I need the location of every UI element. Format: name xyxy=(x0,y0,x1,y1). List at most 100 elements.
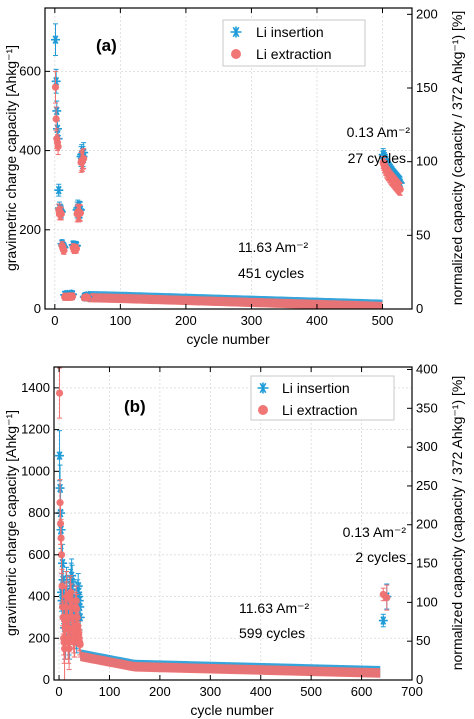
y-axis-title-a: gravimetric charge capacity [Ahkg⁻¹] xyxy=(3,45,19,271)
legend-circle-icon-a xyxy=(231,49,241,59)
data-point-extraction xyxy=(51,83,60,91)
data-point-extraction xyxy=(55,389,64,397)
y2-tick-label: 400 xyxy=(416,361,438,376)
annotation-high-current-line2-a: 451 cycles xyxy=(238,265,304,281)
annotation-low-current-line1-b: 0.13 Am⁻² xyxy=(343,524,407,540)
legend-marker-insertion xyxy=(230,26,242,38)
x-tick-label: 400 xyxy=(250,684,272,699)
y-tick-label: 400 xyxy=(28,589,50,604)
data-point-extraction xyxy=(83,293,92,302)
cycling-band-a xyxy=(87,290,383,309)
y-tick-label: 1000 xyxy=(21,463,50,478)
data-point-extraction xyxy=(76,209,84,217)
x-tick-label: 200 xyxy=(149,684,171,699)
y-tick-label: 400 xyxy=(19,143,41,158)
y2-tick-label: 50 xyxy=(416,633,430,648)
y2-tick-label: 150 xyxy=(416,556,438,571)
data-marks-a xyxy=(50,23,405,302)
y2-tick-label: 250 xyxy=(416,478,438,493)
data-point-extraction xyxy=(54,143,62,151)
x-tick-label: 600 xyxy=(351,684,373,699)
y2-tick-label: 200 xyxy=(416,6,438,21)
x-axis-title-b: cycle number xyxy=(190,702,274,718)
panel-label-b: (b) xyxy=(124,397,146,416)
data-point-insertion xyxy=(54,185,64,195)
data-point-extraction xyxy=(68,292,77,300)
x-tick-label: 200 xyxy=(175,313,197,328)
y-axis-title-b: gravimetric charge capacity [Ahkg⁻¹] xyxy=(3,410,19,636)
legend-marker-extraction xyxy=(231,49,241,59)
y2-tick-label: 100 xyxy=(416,594,438,609)
x-axis-title-a: cycle number xyxy=(186,331,270,347)
y-tick-label: 200 xyxy=(28,630,50,645)
annotation-high-current-line1-a: 11.63 Am⁻² xyxy=(238,239,309,255)
x-tick-label: 700 xyxy=(401,684,423,699)
legend-b: Li insertion Li extraction xyxy=(250,375,395,421)
cycling-band-b xyxy=(80,649,381,678)
y-tick-label: 200 xyxy=(19,222,41,237)
data-marks-b xyxy=(55,367,392,681)
data-point-insertion xyxy=(58,575,68,585)
data-point-insertion xyxy=(67,577,77,587)
ticks-a: 0 100 200 300 400 500 0 200 400 600 0 50 100 150 200 xyxy=(19,6,437,328)
legend-label-insertion-b: Li insertion xyxy=(282,380,350,396)
y-tick-label: 1400 xyxy=(21,380,50,395)
plot-frame-a xyxy=(44,7,413,310)
data-point-insertion xyxy=(57,587,67,597)
data-point-extraction xyxy=(52,115,60,123)
data-point-extraction xyxy=(396,185,404,193)
legend-marker-insertion xyxy=(257,382,269,394)
y2-tick-label: 150 xyxy=(416,80,438,95)
data-point-extraction xyxy=(56,519,65,528)
ticks-b: 0 100 200 300 400 500 600 700020040060080010001… xyxy=(21,361,438,699)
data-point-insertion xyxy=(75,602,85,612)
plot-frame-b xyxy=(53,366,413,681)
x-tick-label: 400 xyxy=(306,313,328,328)
annotation-low-current-line1-a: 0.13 Am⁻² xyxy=(347,124,411,140)
data-point-extraction xyxy=(73,605,81,613)
legend-box-b xyxy=(250,375,395,421)
y-tick-label: 800 xyxy=(28,505,50,520)
y-tick-label: 600 xyxy=(19,63,41,78)
y-tick-label: 0 xyxy=(34,301,41,316)
annotation-low-current-line2-a: 27 cycles xyxy=(348,150,406,166)
legend-label-extraction-b: Li extraction xyxy=(282,402,357,418)
legend-a: Li insertion Li extraction xyxy=(222,19,366,67)
annotation-high-current-line1-b: 11.63 Am⁻² xyxy=(239,600,310,616)
y2-tick-label: 300 xyxy=(416,439,438,454)
y-tick-label: 600 xyxy=(28,547,50,562)
annotation-high-current-line2-b: 599 cycles xyxy=(239,625,305,641)
x-tick-label: 0 xyxy=(51,313,58,328)
y2-tick-label: 200 xyxy=(416,517,438,532)
y2-tick-label: 100 xyxy=(416,154,438,169)
band-extraction xyxy=(87,293,383,309)
y2-tick-label: 50 xyxy=(416,227,430,242)
data-point-extraction xyxy=(80,154,88,163)
panel-b: 0 100 200 300 400 500 600 700020040060080010001… xyxy=(3,361,465,718)
band-extraction xyxy=(80,651,381,678)
data-point-extraction xyxy=(65,645,73,653)
legend-star-icon-b xyxy=(257,382,269,394)
x-tick-label: 500 xyxy=(372,313,394,328)
legend-box-a xyxy=(222,19,366,67)
legend-label-extraction-a: Li extraction xyxy=(256,46,331,62)
data-point-extraction xyxy=(57,551,66,559)
data-point-insertion xyxy=(51,76,61,86)
data-point-extraction xyxy=(57,210,65,218)
legend-star-icon-a xyxy=(230,26,242,38)
x-tick-label: 300 xyxy=(199,684,221,699)
x-tick-label: 0 xyxy=(55,684,62,699)
y2-axis-title-b: normalized capacity (capacity / 372 Ahkg… xyxy=(449,376,465,671)
x-tick-label: 100 xyxy=(99,684,121,699)
data-point-insertion xyxy=(378,616,388,626)
data-point-extraction xyxy=(60,246,68,254)
y2-tick-label: 0 xyxy=(416,672,423,687)
panel-label-a: (a) xyxy=(96,36,117,55)
legend-marker-extraction xyxy=(258,405,268,415)
data-point-insertion xyxy=(52,106,62,116)
x-tick-label: 500 xyxy=(300,684,322,699)
legend-label-insertion-a: Li insertion xyxy=(256,24,324,40)
legend-circle-icon-b xyxy=(258,405,268,415)
y2-tick-label: 0 xyxy=(416,301,423,316)
data-point-insertion xyxy=(50,35,60,45)
